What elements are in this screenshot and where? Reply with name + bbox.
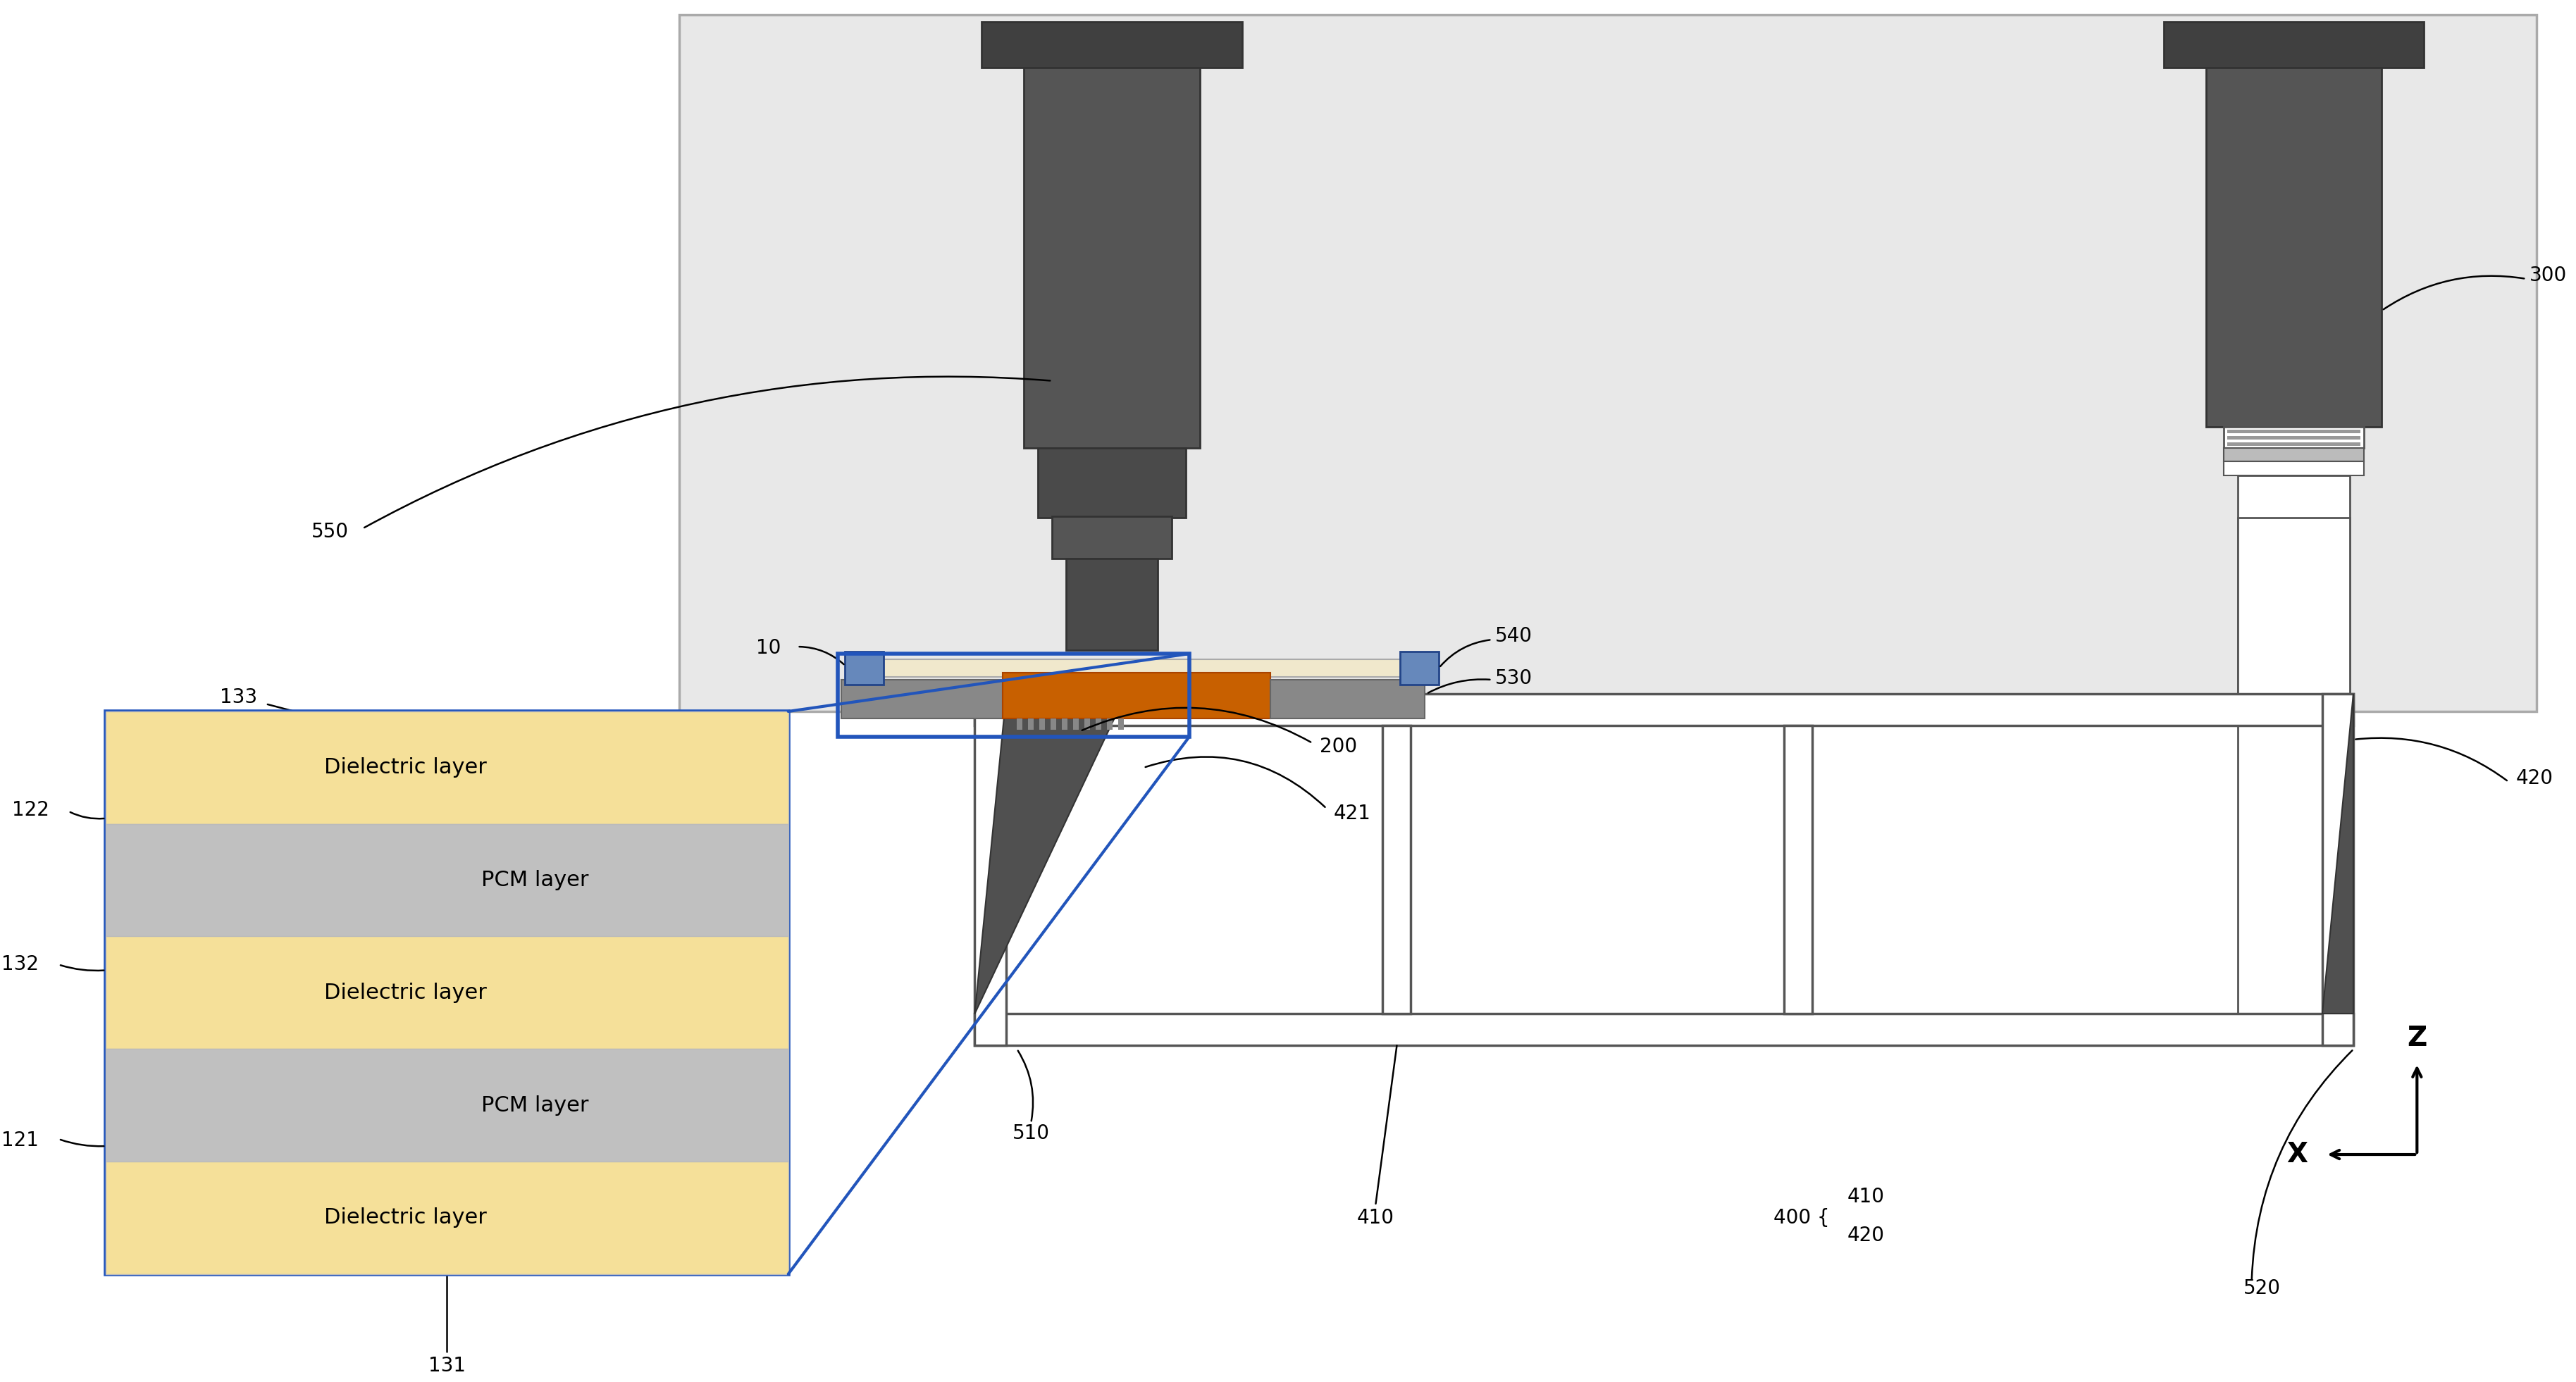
Bar xyxy=(106,712,788,824)
Bar xyxy=(2321,694,2354,1046)
Bar xyxy=(1038,448,1185,518)
Bar xyxy=(840,680,1002,719)
Bar xyxy=(1108,719,1113,730)
Bar xyxy=(2239,518,2349,1017)
Bar xyxy=(1002,673,1270,719)
Text: 410: 410 xyxy=(1847,1187,1886,1206)
Text: 200: 200 xyxy=(1319,737,1358,756)
Bar xyxy=(1074,719,1079,730)
Bar xyxy=(1041,719,1046,730)
Bar xyxy=(106,1049,788,1161)
Bar xyxy=(981,22,1242,68)
Text: 121: 121 xyxy=(3,1130,39,1150)
Bar xyxy=(1401,651,1440,684)
Bar xyxy=(2228,442,2360,445)
Text: Dielectric layer: Dielectric layer xyxy=(325,1208,487,1229)
Bar xyxy=(1028,719,1033,730)
Text: Dielectric layer: Dielectric layer xyxy=(325,983,487,1003)
Bar xyxy=(1095,719,1103,730)
Text: 122: 122 xyxy=(13,800,49,820)
Text: 520: 520 xyxy=(2244,1278,2280,1298)
Bar xyxy=(2228,430,2360,433)
Bar xyxy=(2223,462,2365,475)
Text: 131: 131 xyxy=(428,1356,466,1375)
Bar xyxy=(2223,427,2365,448)
Polygon shape xyxy=(2321,694,2354,1014)
Text: 420: 420 xyxy=(2517,768,2553,788)
Bar xyxy=(1084,719,1090,730)
Bar xyxy=(106,937,788,1049)
Bar xyxy=(2223,448,2365,462)
Bar xyxy=(2205,68,2383,427)
Text: 530: 530 xyxy=(1494,669,1533,688)
Text: 510: 510 xyxy=(1012,1124,1048,1143)
Text: 10: 10 xyxy=(757,638,781,658)
Text: X: X xyxy=(2287,1142,2308,1168)
Text: 540: 540 xyxy=(1494,626,1533,645)
Text: PCM layer: PCM layer xyxy=(482,1095,587,1115)
Bar xyxy=(2228,435,2360,439)
Bar xyxy=(1270,680,1425,719)
Bar xyxy=(974,1014,2354,1046)
Text: 420: 420 xyxy=(1847,1226,1886,1245)
Text: 550: 550 xyxy=(312,522,348,542)
Text: 300: 300 xyxy=(2530,265,2568,285)
Text: 133: 133 xyxy=(219,687,258,708)
Bar xyxy=(2239,475,2349,708)
Bar xyxy=(1783,726,1811,1014)
Polygon shape xyxy=(974,694,1126,1014)
Bar xyxy=(106,1161,788,1274)
Text: 410: 410 xyxy=(1358,1208,1394,1227)
Bar xyxy=(1118,719,1123,730)
Text: Dielectric layer: Dielectric layer xyxy=(325,757,487,778)
Bar xyxy=(1061,719,1066,730)
Bar xyxy=(1051,719,1056,730)
Text: 132: 132 xyxy=(3,955,39,974)
Text: 400 {: 400 { xyxy=(1772,1208,1829,1227)
Bar xyxy=(680,15,2537,712)
Bar xyxy=(845,651,884,684)
Text: PCM layer: PCM layer xyxy=(482,871,587,890)
Bar xyxy=(855,659,1404,677)
Bar xyxy=(974,694,1007,1046)
Bar xyxy=(2164,22,2424,68)
Text: Z: Z xyxy=(2406,1025,2427,1052)
Bar xyxy=(1066,558,1157,650)
Bar xyxy=(837,654,1190,737)
Bar xyxy=(106,824,788,937)
Bar xyxy=(1051,517,1172,558)
Bar xyxy=(106,712,788,1274)
Bar xyxy=(1383,726,1412,1014)
Text: 421: 421 xyxy=(1334,803,1370,824)
Bar xyxy=(974,694,2354,726)
Bar xyxy=(1018,719,1023,730)
Bar xyxy=(1023,68,1200,448)
